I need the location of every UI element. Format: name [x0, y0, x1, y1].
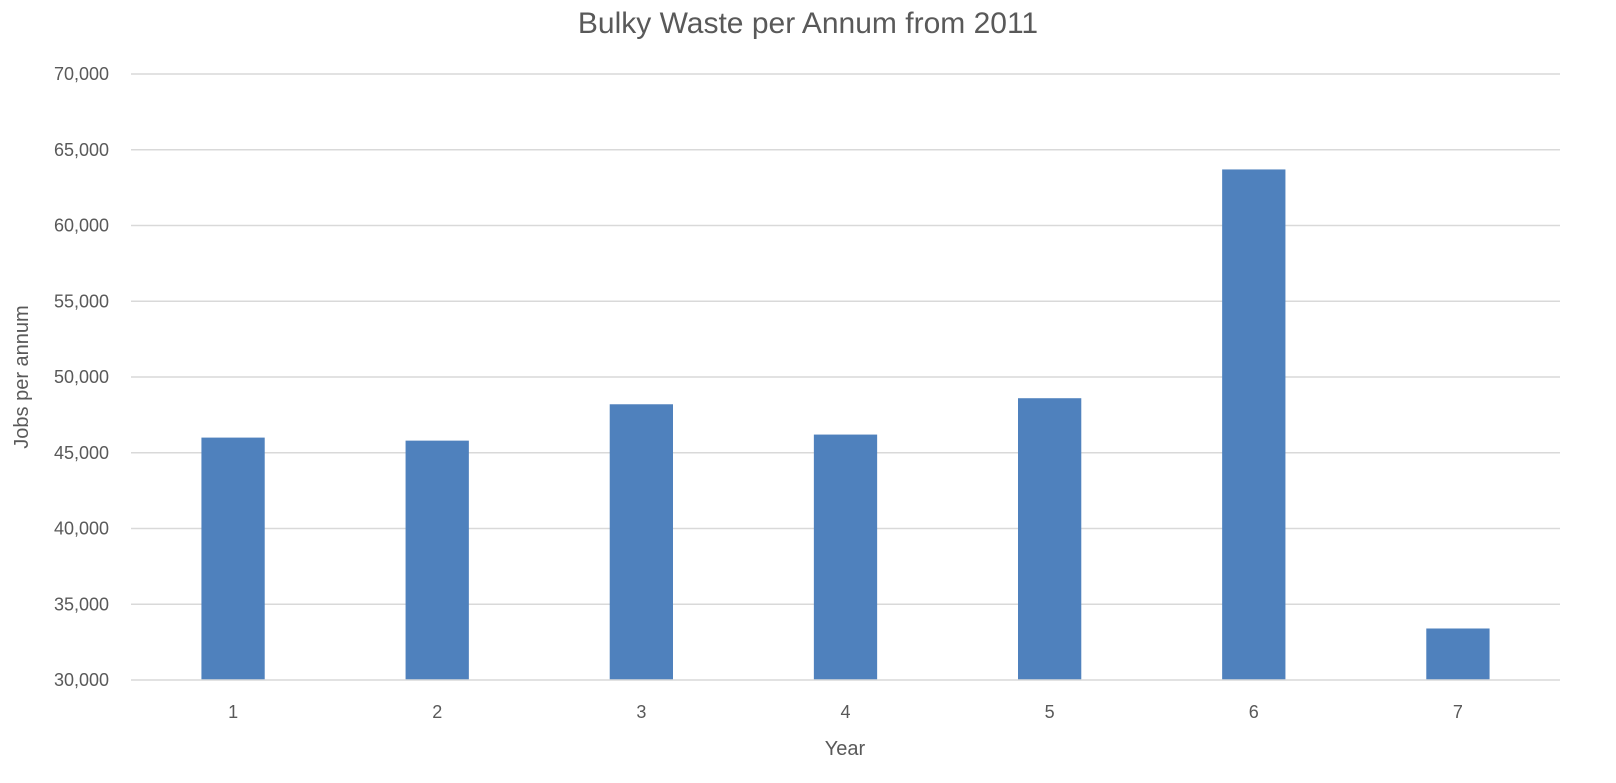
y-tick-label: 30,000	[54, 670, 109, 690]
y-tick-label: 50,000	[54, 367, 109, 387]
x-axis-label: Year	[825, 738, 866, 760]
x-tick-label: 3	[636, 702, 646, 722]
bars	[201, 169, 1490, 680]
bar	[1222, 169, 1286, 680]
y-tick-label: 60,000	[54, 216, 109, 236]
x-tick-label: 7	[1453, 702, 1463, 722]
y-tick-label: 65,000	[54, 140, 109, 160]
bar	[813, 434, 878, 680]
chart-title: Bulky Waste per Annum from 2011	[578, 7, 1038, 40]
x-tick-label: 5	[1045, 702, 1055, 722]
bar	[405, 440, 469, 680]
y-tick-label: 35,000	[54, 594, 109, 614]
bar	[609, 404, 673, 680]
bar	[1018, 398, 1082, 680]
y-tick-label: 40,000	[54, 519, 109, 539]
y-axis-label: Jobs per annum	[11, 305, 33, 448]
y-tick-label: 70,000	[54, 64, 109, 84]
y-tick-label: 45,000	[54, 443, 109, 463]
y-tick-label: 55,000	[54, 291, 109, 311]
x-tick-label: 2	[432, 702, 442, 722]
x-tick-label: 4	[840, 702, 850, 722]
x-tick-label: 1	[228, 702, 238, 722]
bar	[1426, 628, 1490, 680]
x-tick-label: 6	[1249, 702, 1259, 722]
bar	[201, 437, 265, 680]
y-axis-ticks: 30,000 35,000 40,000 45,000 50,000 55,000 60,0…	[54, 64, 109, 690]
x-axis-ticks: 1 2 3 4 5 6 7	[228, 702, 1463, 722]
